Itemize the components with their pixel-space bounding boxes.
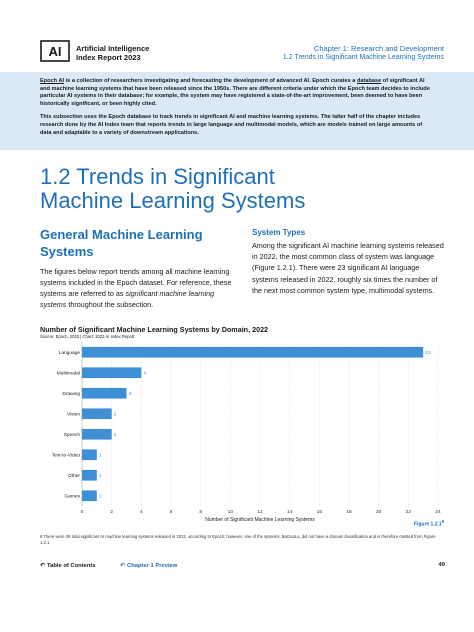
page-footer: ↶ Table of Contents ↶ Chapter 1 Preview 49 [40,562,445,574]
right-body-text: Among the significant AI machine learnin… [252,241,444,295]
data-label: 23 [425,350,431,356]
category-label: Games [65,494,81,500]
system-types-heading: System Types [252,228,306,237]
x-tick-label: 14 [287,509,293,515]
page-header: AI Artificial Intelligence Index Report … [0,0,474,72]
bar-other [82,469,97,481]
x-tick-label: 12 [257,509,263,515]
data-label: 1 [99,494,102,500]
section-title: 1.2 Trends in Significant Machine Learni… [40,164,306,213]
bar-text-to-video [82,449,97,461]
x-tick-label: 8 [199,509,202,515]
chapter-heading: Chapter 1: Research and Development 1.2 … [283,44,444,62]
return-arrow-icon: ↶ [120,563,126,569]
return-arrow-icon: ↶ [40,563,46,569]
chapter-section: 1.2 Trends in Significant Machine Learni… [282,54,444,61]
category-label: Drawing [62,391,80,397]
intro-box: Epoch AI is a collection of researchers … [0,72,474,150]
subsection-title: General Machine Learning Systems [40,227,203,259]
x-tick-label: 16 [317,509,323,515]
x-tick-label: 0 [81,509,84,515]
data-label: 1 [99,473,102,479]
bar-language [82,346,424,358]
data-label: 1 [99,453,102,459]
epoch-ai-link[interactable]: Epoch AI [40,78,65,84]
left-body-text: The figures below report trends among al… [40,267,232,309]
bar-multimodal [82,367,142,379]
svg-text:AI: AI [49,44,62,59]
table-of-contents-link[interactable]: ↶ Table of Contents [40,563,96,569]
bar-speech [82,428,112,440]
category-label: Speech [64,432,81,438]
x-tick-label: 10 [228,509,234,515]
data-label: 3 [129,391,132,397]
report-name: Artificial Intelligence Index Report 202… [76,44,150,62]
data-label: 2 [114,432,117,438]
x-tick-label: 4 [140,509,143,515]
intro-paragraph-1: Epoch AI is a collection of researchers … [40,78,430,107]
bar-games [82,490,97,502]
figure-reference: Figure 1.2.16 [413,519,444,528]
bar-vision [82,408,112,420]
data-label: 2 [114,412,117,418]
data-label: 4 [143,371,146,377]
x-tick-label: 20 [376,509,382,515]
category-label: Multimodal [57,371,80,377]
category-label: Vision [67,412,80,418]
page-number: 49 [438,562,445,568]
x-tick-label: 22 [406,509,412,515]
x-tick-label: 2 [110,509,113,515]
x-tick-label: 6 [170,509,173,515]
category-label: Text-to-Video [52,453,81,459]
category-label: Other [68,473,80,479]
footnote: 6 There were 38 total significant AI mac… [40,534,436,545]
database-link[interactable]: database [356,78,382,84]
x-tick-label: 24 [435,509,441,515]
chart-source: Source: Epoch, 2022 | Chart: 2023 AI Ind… [40,334,135,339]
category-label: Language [59,350,81,356]
intro-paragraph-2: This subsection uses the Epoch database … [40,114,423,136]
chart-title: Number of Significant Machine Learning S… [40,325,269,334]
bar-drawing [82,387,127,399]
chapter-preview-link[interactable]: ↶ Chapter 1 Preview [120,563,178,569]
x-axis-label: Number of Significant Machine Learning S… [205,517,315,523]
ai-index-logo: AI [40,40,70,62]
x-tick-label: 18 [346,509,352,515]
chapter-title: Chapter 1: Research and Development [313,44,444,53]
